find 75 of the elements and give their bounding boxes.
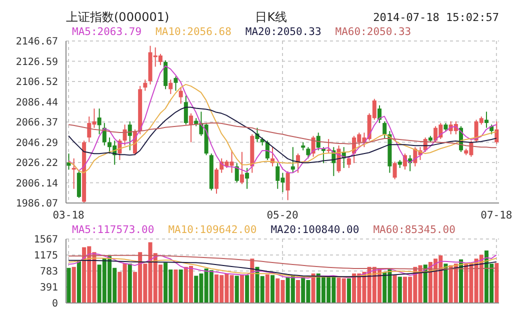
candlestick bbox=[290, 146, 295, 174]
candlestick bbox=[306, 146, 310, 159]
candlestick bbox=[392, 161, 397, 180]
text: 2014-07-18 15:02:57 bbox=[373, 10, 499, 24]
text: MA10:2056.68 bbox=[156, 26, 232, 40]
candlestick bbox=[378, 104, 382, 124]
bar bbox=[265, 274, 270, 303]
candlestick bbox=[189, 112, 194, 143]
y-tick-label: 0 bbox=[52, 298, 58, 310]
bar bbox=[234, 276, 239, 303]
text: MA60:2050.33 bbox=[335, 26, 412, 40]
y-tick-label: 2146.67 bbox=[16, 36, 58, 48]
candlestick bbox=[97, 108, 102, 135]
y-tick-label: 783 bbox=[40, 266, 58, 278]
text: MA20:2050.33 bbox=[245, 26, 322, 40]
candlestick bbox=[174, 76, 178, 92]
candlestick bbox=[346, 156, 351, 168]
bar bbox=[346, 278, 351, 303]
bar bbox=[392, 275, 397, 303]
x-tick-label: 07-18 bbox=[480, 209, 512, 222]
y-tick-label: 2026.22 bbox=[16, 158, 58, 170]
text: MA5:2063.79 bbox=[72, 26, 142, 40]
line-series bbox=[68, 253, 497, 279]
candlestick bbox=[240, 151, 244, 185]
y-tick-label: 2106.52 bbox=[16, 77, 58, 88]
candlestick bbox=[382, 120, 387, 140]
y-tick-label: 2006.14 bbox=[16, 178, 58, 190]
x-tick-label: 05-20 bbox=[266, 209, 298, 222]
y-tick-label: 2086.44 bbox=[16, 97, 58, 108]
line-series bbox=[68, 254, 497, 270]
y-tick-label: 391 bbox=[40, 282, 58, 294]
bar bbox=[494, 262, 499, 303]
x-tick-label: 03-18 bbox=[52, 209, 84, 222]
candlestick bbox=[214, 167, 218, 194]
y-tick-label: 1567 bbox=[34, 234, 58, 246]
bar bbox=[178, 270, 183, 303]
candlestick bbox=[234, 162, 239, 183]
candlestick bbox=[494, 120, 499, 144]
series-label: MA5:117573.00 bbox=[72, 224, 154, 238]
y-tick-label: 2066.37 bbox=[16, 118, 58, 129]
candlestick bbox=[484, 111, 488, 128]
bar bbox=[245, 275, 250, 303]
candlestick bbox=[245, 167, 250, 190]
chart-title: 上证指数(000001) bbox=[66, 8, 170, 26]
bar bbox=[174, 270, 178, 303]
bar bbox=[270, 275, 275, 303]
bar bbox=[250, 258, 254, 303]
bar bbox=[128, 264, 132, 303]
y-tick-label: 2046.29 bbox=[16, 138, 58, 149]
bar bbox=[311, 273, 316, 303]
bar bbox=[240, 274, 244, 303]
y-tick-label: 2126.59 bbox=[16, 56, 58, 68]
candlestick bbox=[72, 158, 76, 190]
candlestick bbox=[286, 170, 290, 201]
candlestick bbox=[128, 120, 132, 151]
text: MA20:100840.00 bbox=[270, 224, 360, 238]
y-tick-label: 1175 bbox=[34, 250, 58, 262]
candlestick bbox=[321, 146, 326, 164]
bar bbox=[296, 280, 300, 303]
bar bbox=[76, 261, 81, 303]
candlestick bbox=[265, 140, 270, 160]
bar bbox=[66, 268, 71, 303]
bar bbox=[72, 266, 76, 303]
y-tick-label: 1986.07 bbox=[16, 198, 58, 210]
candlestick bbox=[326, 138, 331, 154]
candlestick bbox=[184, 95, 188, 126]
candlestick bbox=[168, 79, 173, 95]
bar bbox=[423, 264, 428, 303]
candlestick bbox=[143, 79, 148, 92]
bar bbox=[398, 276, 402, 303]
text: MA60:85345.00 bbox=[373, 224, 456, 238]
bar bbox=[444, 264, 448, 303]
chart-subtitle: 日K线 bbox=[255, 8, 288, 26]
text: MA10:109642.00 bbox=[168, 224, 257, 238]
candlestick bbox=[178, 87, 183, 104]
